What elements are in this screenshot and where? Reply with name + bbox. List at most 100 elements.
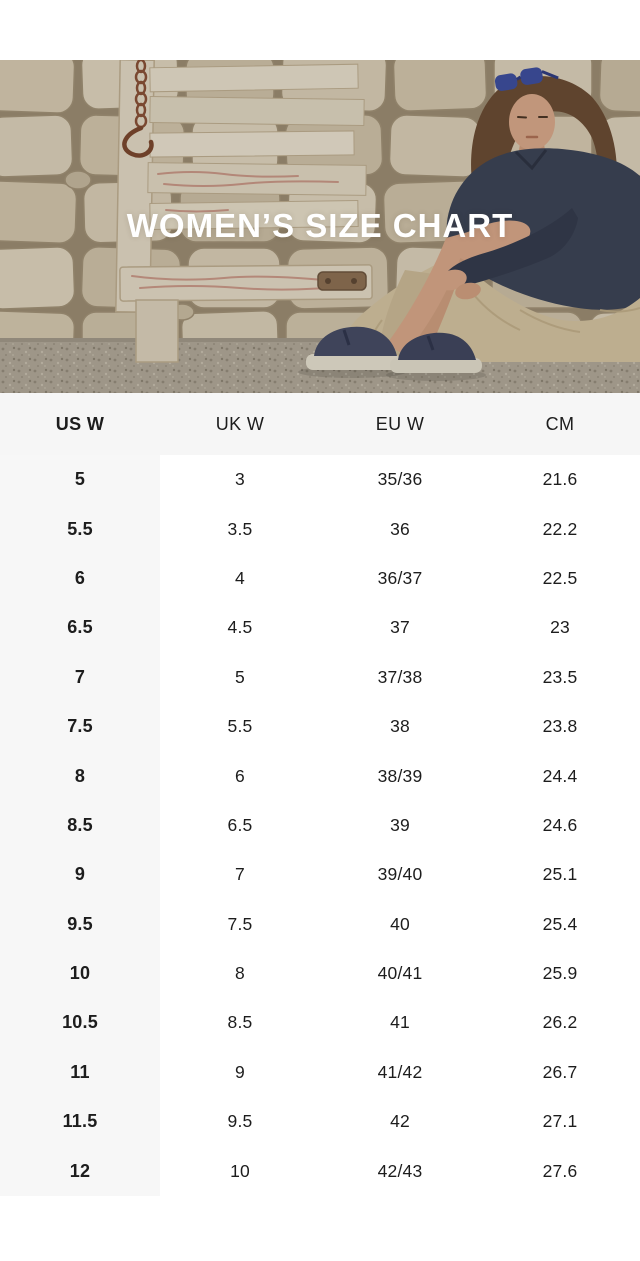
cell-cm: 22.5 — [480, 553, 640, 604]
table-row: 7.5 5.5 38 23.8 — [0, 701, 640, 752]
column-header-cm: CM — [545, 413, 575, 434]
cell-eu-w: 40/41 — [320, 948, 480, 999]
cell-eu-w: 40 — [320, 899, 480, 949]
cell-uk-w: 8 — [160, 948, 320, 999]
cell-eu-w: 41 — [320, 998, 480, 1048]
table-body: 5 3 35/36 21.6 5.5 3.5 36 22.2 6 4 36/37… — [0, 455, 640, 1196]
table-row: 10.5 8.5 41 26.2 — [0, 998, 640, 1048]
cell-cm: 23 — [480, 603, 640, 653]
column-header-eu-w: EU W — [375, 413, 425, 434]
cell-uk-w: 4 — [160, 553, 320, 604]
column-header-us-w: US W — [55, 413, 105, 434]
cell-cm: 26.7 — [480, 1047, 640, 1098]
wooden-pallet-bench — [115, 60, 373, 363]
cell-cm: 24.4 — [480, 751, 640, 801]
cell-uk-w: 6.5 — [160, 800, 320, 851]
cell-cm: 25.1 — [480, 850, 640, 900]
table-row: 7 5 37/38 23.5 — [0, 652, 640, 702]
cell-eu-w: 41/42 — [320, 1047, 480, 1098]
photo-overlay — [0, 60, 640, 393]
table-row: 11.5 9.5 42 27.1 — [0, 1097, 640, 1147]
cell-eu-w: 38 — [320, 701, 480, 752]
table-row: 5.5 3.5 36 22.2 — [0, 504, 640, 554]
navy-sleeve — [443, 208, 578, 289]
column-header-uk-w: UK W — [215, 413, 265, 434]
table-row: 5 3 35/36 21.6 — [0, 455, 640, 505]
red-paint-streaks — [131, 171, 351, 291]
table-header-row: US W UK W EU W CM — [0, 393, 640, 455]
cell-uk-w: 3 — [160, 455, 320, 505]
cell-cm: 25.4 — [480, 899, 640, 949]
cell-cm: 23.5 — [480, 652, 640, 702]
cell-eu-w: 36 — [320, 504, 480, 554]
hand — [437, 269, 467, 291]
cell-uk-w: 5.5 — [160, 701, 320, 752]
cell-uk-w: 4.5 — [160, 603, 320, 653]
cell-us-w: 5.5 — [0, 504, 160, 554]
cell-uk-w: 7.5 — [160, 899, 320, 949]
hero-title: WOMEN’S SIZE CHART — [126, 207, 514, 244]
cell-eu-w: 36/37 — [320, 553, 480, 604]
hero-photo — [0, 60, 640, 393]
shirt-collar — [514, 149, 548, 171]
cell-cm: 27.6 — [480, 1146, 640, 1196]
cell-us-w: 10.5 — [0, 998, 160, 1048]
cell-uk-w: 5 — [160, 652, 320, 702]
cell-cm: 22.2 — [480, 504, 640, 554]
cell-uk-w: 6 — [160, 751, 320, 801]
hand-2 — [455, 282, 481, 300]
cell-uk-w: 3.5 — [160, 504, 320, 554]
cell-eu-w: 39/40 — [320, 850, 480, 900]
seated-model — [298, 67, 640, 381]
cell-us-w: 9 — [0, 850, 160, 900]
cell-us-w: 12 — [0, 1146, 160, 1196]
table-row: 12 10 42/43 27.6 — [0, 1146, 640, 1196]
cell-us-w: 8.5 — [0, 800, 160, 851]
table-row: 11 9 41/42 26.7 — [0, 1047, 640, 1098]
cell-eu-w: 37/38 — [320, 652, 480, 702]
cell-us-w: 7.5 — [0, 701, 160, 752]
face — [509, 94, 555, 150]
cell-cm: 27.1 — [480, 1097, 640, 1147]
cell-us-w: 5 — [0, 455, 160, 505]
front-shin — [386, 232, 468, 353]
table-row: 8.5 6.5 39 24.6 — [0, 800, 640, 851]
face-features — [517, 116, 548, 139]
cell-eu-w: 42 — [320, 1097, 480, 1147]
sunglasses-icon — [494, 67, 559, 91]
cell-uk-w: 8.5 — [160, 998, 320, 1048]
top-margin — [0, 0, 640, 60]
cell-cm: 23.8 — [480, 701, 640, 752]
cell-uk-w: 9.5 — [160, 1097, 320, 1147]
hair — [471, 75, 617, 250]
table-row: 6 4 36/37 22.5 — [0, 553, 640, 604]
table-row: 10 8 40/41 25.9 — [0, 948, 640, 999]
cell-cm: 24.6 — [480, 800, 640, 851]
cell-us-w: 9.5 — [0, 899, 160, 949]
table-row: 9 7 39/40 25.1 — [0, 850, 640, 900]
bottom-margin — [0, 1195, 640, 1261]
cell-eu-w: 35/36 — [320, 455, 480, 505]
table-row: 9.5 7.5 40 25.4 — [0, 899, 640, 949]
cell-uk-w: 10 — [160, 1146, 320, 1196]
size-chart-table: US W UK W EU W CM 5 3 35/36 21.6 5.5 3.5… — [0, 393, 640, 1196]
cell-cm: 25.9 — [480, 948, 640, 999]
cell-eu-w: 37 — [320, 603, 480, 653]
cell-us-w: 6.5 — [0, 603, 160, 653]
cell-us-w: 7 — [0, 652, 160, 702]
cell-cm: 21.6 — [480, 455, 640, 505]
cell-cm: 26.2 — [480, 998, 640, 1048]
cell-eu-w: 42/43 — [320, 1146, 480, 1196]
hero-banner: WOMEN’S SIZE CHART — [0, 60, 640, 393]
cell-eu-w: 38/39 — [320, 751, 480, 801]
cell-us-w: 6 — [0, 553, 160, 604]
cell-uk-w: 7 — [160, 850, 320, 900]
rusty-chain — [122, 60, 154, 158]
cell-uk-w: 9 — [160, 1047, 320, 1098]
cell-us-w: 10 — [0, 948, 160, 999]
cell-us-w: 8 — [0, 751, 160, 801]
cell-eu-w: 39 — [320, 800, 480, 851]
slip-on-shoes — [306, 326, 482, 373]
table-row: 6.5 4.5 37 23 — [0, 603, 640, 653]
